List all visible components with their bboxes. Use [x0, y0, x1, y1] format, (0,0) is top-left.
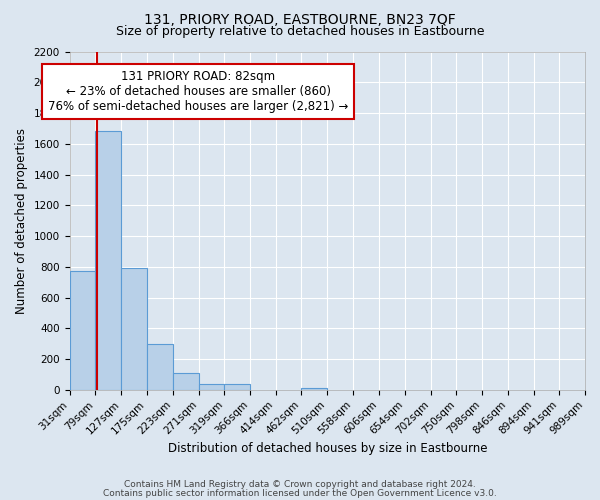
Y-axis label: Number of detached properties: Number of detached properties — [15, 128, 28, 314]
Bar — [121, 268, 147, 390]
Bar — [147, 344, 173, 390]
Text: 131 PRIORY ROAD: 82sqm
← 23% of detached houses are smaller (860)
76% of semi-de: 131 PRIORY ROAD: 82sqm ← 23% of detached… — [48, 70, 349, 113]
Text: Contains HM Land Registry data © Crown copyright and database right 2024.: Contains HM Land Registry data © Crown c… — [124, 480, 476, 489]
Text: Size of property relative to detached houses in Eastbourne: Size of property relative to detached ho… — [116, 25, 484, 38]
Bar — [301, 388, 327, 390]
Bar — [70, 272, 95, 390]
Text: 131, PRIORY ROAD, EASTBOURNE, BN23 7QF: 131, PRIORY ROAD, EASTBOURNE, BN23 7QF — [144, 12, 456, 26]
Bar — [173, 373, 199, 390]
X-axis label: Distribution of detached houses by size in Eastbourne: Distribution of detached houses by size … — [167, 442, 487, 455]
Bar — [95, 132, 121, 390]
Text: Contains public sector information licensed under the Open Government Licence v3: Contains public sector information licen… — [103, 488, 497, 498]
Bar — [224, 384, 250, 390]
Bar — [199, 384, 224, 390]
